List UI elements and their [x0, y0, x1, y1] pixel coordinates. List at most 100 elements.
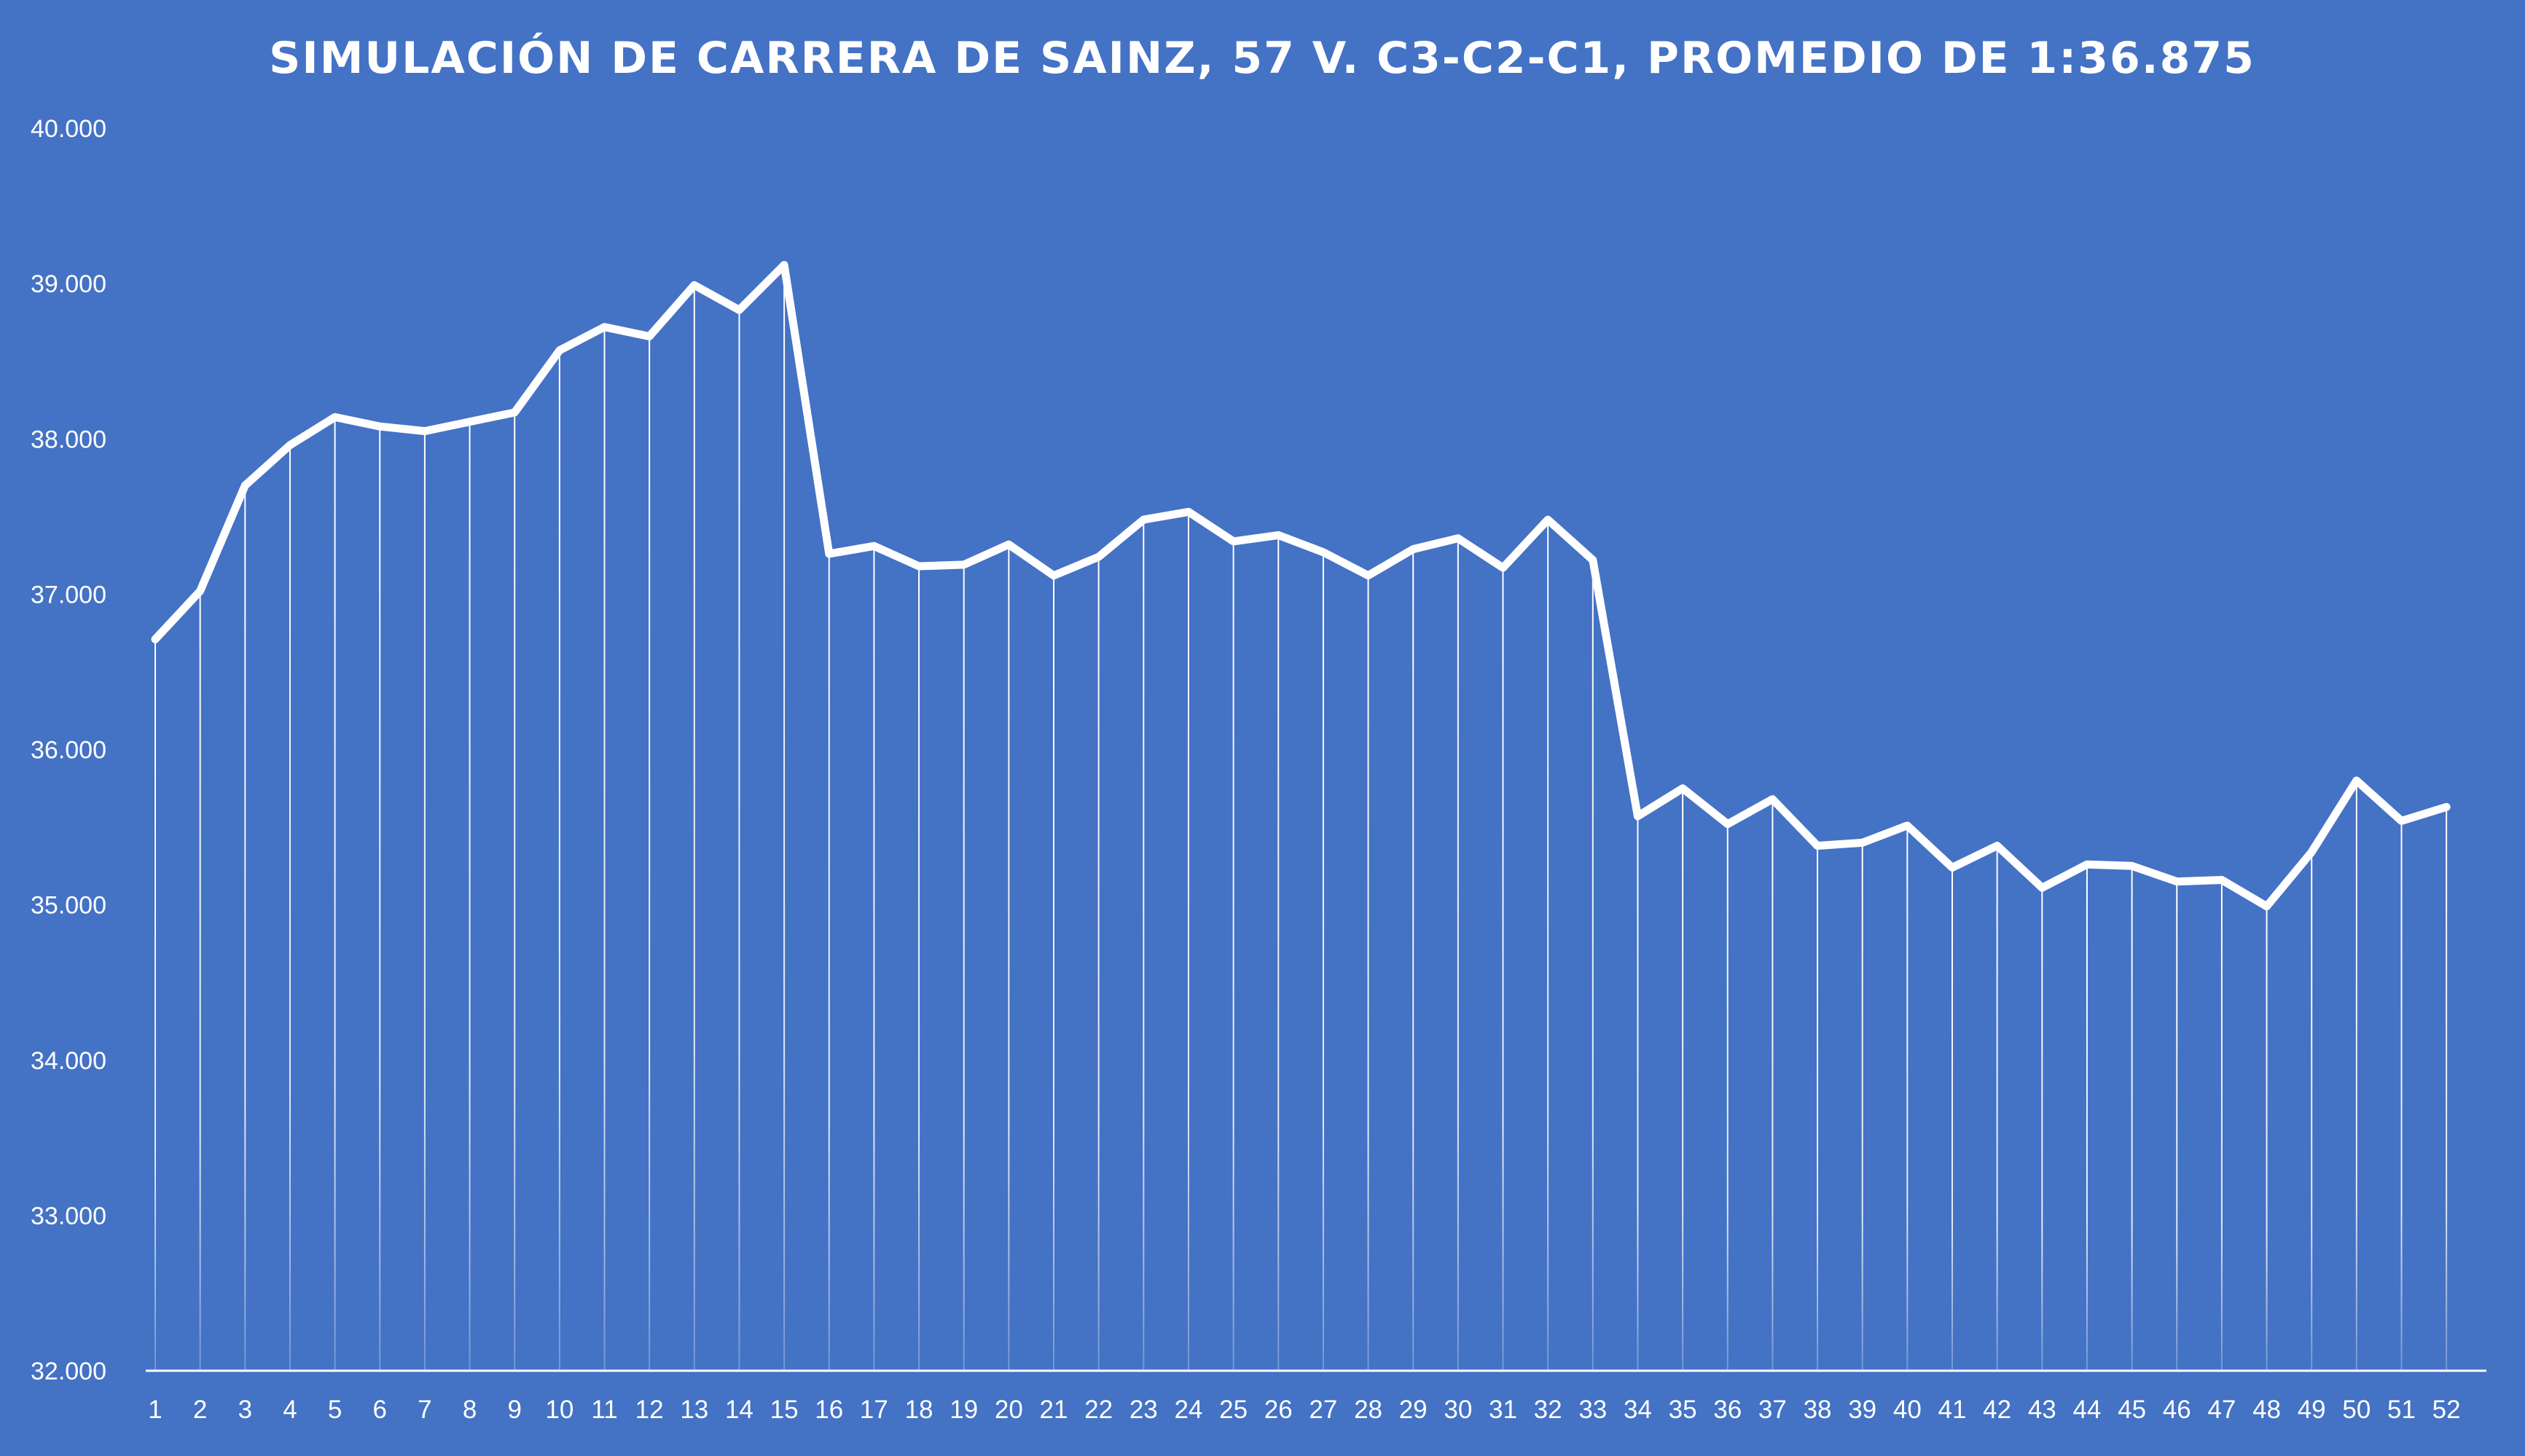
x-tick-label: 41	[1938, 1396, 1967, 1424]
x-tick-label: 17	[860, 1396, 888, 1424]
data-point	[1814, 842, 1822, 850]
data-point	[1993, 842, 2001, 850]
data-point	[1229, 537, 1237, 545]
y-tick-label: 40.000	[31, 115, 106, 143]
data-point	[1634, 813, 1642, 821]
data-point	[286, 441, 294, 449]
data-point	[2397, 817, 2405, 825]
x-tick-label: 15	[770, 1396, 799, 1424]
y-axis-ticks: 32.000 33.000 34.000 35.000 36.000 37.000 38.0…	[31, 115, 106, 1385]
x-tick-label: 6	[373, 1396, 387, 1424]
data-point	[2083, 861, 2091, 869]
data-point	[420, 427, 428, 435]
data-point	[2128, 862, 2136, 870]
x-tick-label: 35	[1669, 1396, 1697, 1424]
x-tick-label: 44	[2072, 1396, 2101, 1424]
data-point	[2352, 777, 2360, 785]
data-point	[960, 560, 968, 568]
x-tick-label: 26	[1264, 1396, 1293, 1424]
data-point	[1858, 839, 1866, 847]
x-tick-label: 34	[1624, 1396, 1652, 1424]
data-point	[600, 323, 608, 331]
data-point	[1499, 564, 1507, 572]
data-point	[1140, 516, 1148, 524]
data-point	[196, 587, 204, 595]
data-point	[2038, 884, 2046, 892]
data-point	[152, 635, 159, 643]
x-tick-label: 50	[2342, 1396, 2371, 1424]
data-point	[241, 482, 249, 490]
data-point	[1095, 553, 1103, 561]
data-point	[1903, 821, 1911, 829]
data-point	[1723, 820, 1731, 828]
x-tick-label: 22	[1084, 1396, 1113, 1424]
x-tick-label: 52	[2432, 1396, 2461, 1424]
x-tick-label: 21	[1040, 1396, 1068, 1424]
x-tick-label: 51	[2387, 1396, 2416, 1424]
data-point	[780, 261, 788, 269]
data-point	[1544, 516, 1552, 524]
x-tick-label: 46	[2163, 1396, 2191, 1424]
x-tick-label: 42	[1983, 1396, 2011, 1424]
x-tick-label: 13	[680, 1396, 708, 1424]
y-tick-label: 39.000	[31, 270, 106, 298]
x-tick-label: 18	[905, 1396, 933, 1424]
data-point	[466, 418, 474, 426]
data-point	[331, 413, 339, 421]
data-point	[2217, 876, 2225, 884]
data-point	[1454, 534, 1462, 542]
series-line	[151, 261, 2451, 911]
data-point	[1679, 784, 1687, 792]
y-tick-label: 36.000	[31, 737, 106, 764]
x-tick-label: 25	[1219, 1396, 1248, 1424]
data-point	[646, 332, 654, 340]
x-tick-label: 5	[328, 1396, 342, 1424]
x-tick-label: 9	[507, 1396, 521, 1424]
data-point	[2173, 877, 2181, 885]
x-tick-label: 24	[1174, 1396, 1202, 1424]
drop-lines	[154, 265, 2448, 1371]
y-tick-label: 38.000	[31, 426, 106, 453]
data-point	[915, 563, 923, 571]
data-point	[1949, 864, 1956, 872]
data-point	[1275, 531, 1283, 539]
y-tick-label: 37.000	[31, 581, 106, 608]
x-tick-label: 37	[1758, 1396, 1787, 1424]
x-tick-label: 32	[1534, 1396, 1562, 1424]
data-point	[2263, 902, 2271, 910]
data-point	[1364, 571, 1372, 579]
x-tick-label: 43	[2028, 1396, 2056, 1424]
data-point	[1409, 545, 1417, 553]
data-point	[376, 423, 384, 431]
x-axis-ticks: 1 2 3 4 5 6 7 8 9 10 11 12 13 14 15 16 17 18 19 20 21 22 23 24 2…	[148, 1396, 2460, 1424]
data-point	[2308, 848, 2316, 856]
data-point	[1184, 508, 1192, 516]
x-tick-label: 28	[1354, 1396, 1382, 1424]
x-tick-label: 11	[591, 1396, 617, 1424]
y-tick-label: 34.000	[31, 1047, 106, 1075]
data-point	[1005, 541, 1013, 549]
x-tick-label: 38	[1804, 1396, 1832, 1424]
y-tick-label: 32.000	[31, 1358, 106, 1385]
x-tick-label: 23	[1130, 1396, 1158, 1424]
y-tick-label: 35.000	[31, 892, 106, 920]
x-tick-label: 7	[418, 1396, 431, 1424]
x-tick-label: 4	[283, 1396, 297, 1424]
x-tick-label: 27	[1309, 1396, 1337, 1424]
x-tick-label: 33	[1578, 1396, 1607, 1424]
x-tick-label: 45	[2118, 1396, 2146, 1424]
data-point	[2443, 803, 2451, 811]
x-tick-label: 12	[635, 1396, 664, 1424]
x-tick-label: 16	[815, 1396, 843, 1424]
x-tick-label: 14	[725, 1396, 753, 1424]
x-tick-label: 47	[2207, 1396, 2236, 1424]
data-points	[152, 261, 2451, 910]
x-tick-label: 30	[1444, 1396, 1472, 1424]
data-point	[511, 409, 519, 417]
x-tick-label: 36	[1713, 1396, 1742, 1424]
x-tick-label: 2	[193, 1396, 207, 1424]
data-point	[870, 542, 878, 550]
x-tick-label: 40	[1893, 1396, 1922, 1424]
